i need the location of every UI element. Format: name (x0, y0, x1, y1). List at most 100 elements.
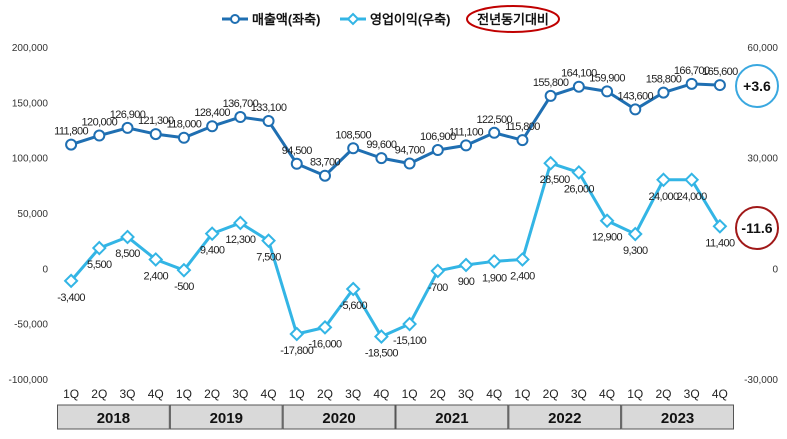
x-tick-label: 4Q (148, 387, 164, 401)
x-tick-label: 4Q (486, 387, 502, 401)
profit-data-label: -18,500 (365, 348, 399, 360)
x-tick-label: 2Q (317, 387, 333, 401)
sales-yoy-circle (735, 64, 779, 108)
y-left-tick-label: -50,000 (14, 320, 48, 331)
y-left-tick-label: -100,000 (9, 375, 49, 386)
y-left-tick-label: 150,000 (12, 98, 49, 109)
year-box (57, 404, 170, 430)
x-tick-label: 3Q (345, 387, 361, 401)
profit-data-label: 9,400 (200, 245, 225, 257)
sales-data-label: 155,800 (533, 77, 569, 89)
profit-data-label: 2,400 (510, 270, 535, 282)
profit-data-label: 5,500 (87, 259, 112, 271)
profit-point (63, 273, 79, 289)
x-tick-label: 1Q (176, 387, 192, 401)
profit-data-label: -3,400 (57, 292, 85, 304)
sales-point (516, 134, 529, 147)
sales-point (206, 120, 219, 133)
sales-point (431, 144, 444, 157)
sales-point (544, 89, 557, 102)
sales-data-label: 99,600 (366, 139, 397, 151)
year-box (395, 404, 509, 430)
sales-point (121, 121, 134, 134)
profit-point (430, 263, 446, 279)
profit-data-label: 28,500 (540, 174, 571, 186)
x-tick-label: 1Q (627, 387, 643, 401)
profit-data-label: 900 (458, 276, 475, 288)
sales-point (657, 86, 670, 99)
y-right-tick-label: 0 (772, 264, 778, 275)
x-tick-label: 1Q (289, 387, 305, 401)
legend-yoy-ellipse (466, 5, 560, 33)
sales-data-label: 94,700 (395, 145, 426, 157)
year-box (282, 404, 396, 430)
year-label: 2023 (661, 410, 694, 427)
profit-point (261, 233, 276, 249)
profit-data-label: 24,000 (648, 191, 679, 203)
legend-profit-label: 영업이익(우축) (370, 12, 450, 27)
sales-data-label: 118,000 (167, 119, 202, 131)
profit-data-label: -5,600 (339, 300, 367, 312)
year-label: 2021 (435, 410, 468, 427)
sales-data-label: 94,500 (282, 145, 313, 157)
sales-point (572, 80, 585, 93)
sales-point (713, 79, 726, 92)
sales-data-label: 126,900 (110, 109, 146, 121)
y-right-tick-label: -30,000 (744, 375, 778, 386)
x-tick-label: 1Q (63, 387, 79, 401)
sales-point (460, 139, 473, 152)
sales-data-label: 115,800 (505, 121, 540, 133)
year-label: 2018 (97, 410, 130, 427)
x-tick-label: 2Q (430, 387, 446, 401)
x-tick-label: 4Q (712, 387, 728, 401)
x-tick-label: 3Q (571, 387, 587, 401)
sales-data-label: 111,100 (449, 126, 483, 138)
sales-data-label: 122,500 (476, 114, 512, 126)
legend-profit-marker (346, 12, 360, 26)
sales-point (375, 152, 388, 165)
profit-data-label: 12,300 (225, 234, 256, 246)
profit-point (91, 240, 107, 256)
legend-sales-label: 매출액(좌축) (252, 12, 320, 27)
sales-data-label: 164,100 (561, 68, 597, 80)
sales-point (347, 142, 360, 155)
profit-yoy-value: -11.6 (741, 220, 772, 236)
profit-point (317, 319, 333, 335)
profit-data-label: 11,400 (705, 237, 735, 249)
sales-point (65, 138, 78, 151)
x-tick-label: 2Q (655, 387, 671, 401)
year-label: 2020 (322, 410, 355, 427)
y-left-tick-label: 200,000 (12, 43, 49, 54)
sales-point (403, 157, 416, 170)
sales-point (93, 129, 106, 142)
profit-point (571, 165, 587, 180)
sales-point (149, 128, 162, 141)
sales-data-label: 159,900 (589, 72, 625, 84)
legend-yoy-label: 전년동기대비 (477, 12, 549, 27)
x-tick-label: 2Q (543, 387, 559, 401)
profit-yoy-annotation: -11.6 (735, 206, 779, 250)
profit-point (204, 226, 220, 242)
year-label: 2019 (210, 410, 243, 427)
profit-data-label: -16,000 (308, 338, 342, 350)
sales-point (601, 85, 614, 98)
profit-point (627, 226, 643, 242)
profit-point (289, 326, 305, 342)
profit-point (599, 213, 615, 229)
profit-data-label: -500 (174, 281, 194, 293)
profit-data-label: 1,900 (482, 272, 507, 284)
x-tick-label: 3Q (120, 387, 136, 401)
sales-point (290, 157, 303, 170)
profit-data-label: 7,500 (256, 252, 281, 264)
sales-point (262, 115, 275, 128)
y-left-tick-label: 100,000 (12, 154, 49, 165)
x-tick-label: 3Q (684, 387, 700, 401)
profit-point (515, 252, 530, 267)
profit-point (458, 257, 474, 273)
profit-point (120, 229, 135, 245)
sales-point (234, 111, 247, 124)
sales-data-label: 136,700 (223, 98, 259, 110)
legend: 매출액(좌축) 영업이익(우축) 전년동기대비 (222, 5, 560, 33)
